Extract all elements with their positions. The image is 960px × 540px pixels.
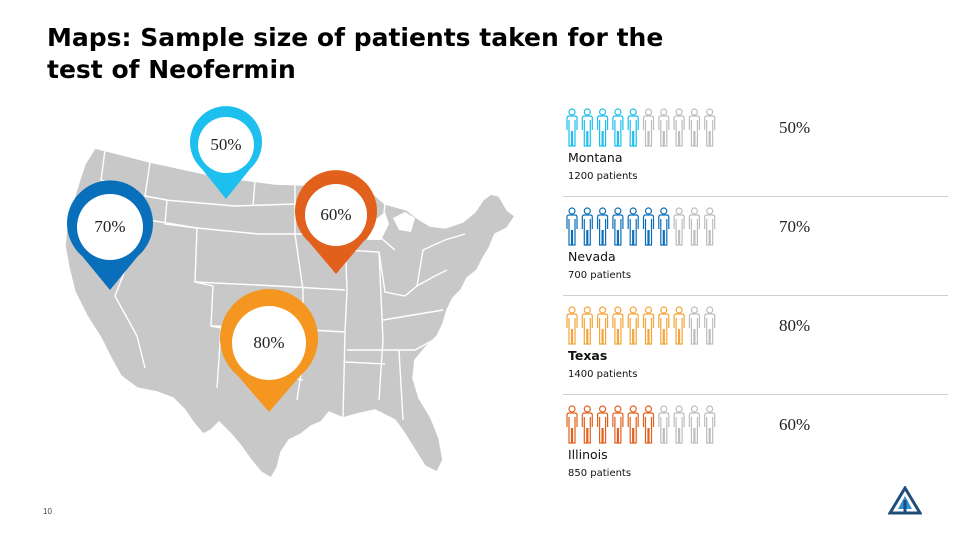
patient-count: 1200 patients — [568, 171, 638, 182]
people-pictogram — [566, 405, 716, 444]
person-icon — [673, 207, 685, 246]
person-icon — [612, 405, 624, 444]
person-icon — [704, 306, 716, 345]
map-pin-illinois[interactable]: 60% — [293, 170, 379, 276]
map-pin-icon — [220, 289, 318, 412]
person-icon — [704, 207, 716, 246]
person-icon — [566, 108, 578, 147]
person-icon — [658, 306, 670, 345]
person-icon — [627, 306, 639, 345]
map-pin-montana[interactable]: 50% — [188, 106, 264, 201]
person-icon — [566, 306, 578, 345]
stat-row-montana: Montana 1200 patients 50% — [563, 98, 948, 197]
person-icon — [581, 207, 593, 246]
map-pin-label: 80% — [253, 333, 285, 352]
person-icon — [688, 306, 701, 345]
person-icon — [642, 108, 655, 147]
person-icon — [704, 405, 716, 444]
lake-michigan — [367, 212, 389, 240]
person-icon — [627, 207, 639, 246]
percent-value: 80% — [779, 316, 811, 335]
map-pin-texas[interactable]: 80% — [218, 289, 320, 414]
page-number: 10 — [43, 507, 52, 516]
stat-row-illinois: Illinois 850 patients 60% — [563, 395, 948, 493]
person-icon — [581, 306, 593, 345]
person-icon — [566, 405, 578, 444]
patient-count: 850 patients — [568, 468, 632, 479]
person-icon — [597, 405, 609, 444]
state-name: Illinois — [568, 447, 608, 462]
person-icon — [612, 306, 624, 345]
person-icon — [673, 108, 685, 147]
person-icon — [658, 405, 670, 444]
stat-row-nevada: Nevada 700 patients 70% — [563, 197, 948, 296]
people-pictogram — [566, 108, 716, 147]
slide-title: Maps: Sample size of patients taken for … — [47, 23, 664, 84]
map-pin-label: 70% — [94, 217, 126, 236]
person-icon — [658, 207, 670, 246]
lake-huron — [393, 212, 415, 232]
person-icon — [627, 405, 639, 444]
person-icon — [597, 207, 609, 246]
person-icon — [581, 108, 593, 147]
state-name: Montana — [568, 150, 623, 165]
person-icon — [627, 108, 639, 147]
person-icon — [704, 108, 716, 147]
stats-list: Montana 1200 patients 50% Nevada 700 pat… — [563, 98, 948, 493]
person-icon — [673, 405, 685, 444]
people-pictogram — [566, 306, 716, 345]
person-icon — [597, 306, 609, 345]
person-icon — [688, 405, 701, 444]
person-icon — [642, 306, 655, 345]
person-icon — [658, 108, 670, 147]
percent-value: 50% — [779, 118, 811, 137]
map-pin-label: 60% — [320, 205, 352, 224]
state-name: Nevada — [568, 249, 616, 264]
map-pin-label: 50% — [210, 135, 242, 154]
person-icon — [642, 405, 655, 444]
stat-row-texas: Texas 1400 patients 80% — [563, 296, 948, 395]
state-name: Texas — [568, 348, 608, 363]
map-pin-icon — [67, 180, 153, 290]
patient-count: 1400 patients — [568, 369, 638, 380]
map-pin-icon — [295, 170, 377, 274]
patient-count: 700 patients — [568, 270, 632, 281]
person-icon — [612, 207, 624, 246]
map-pin-nevada[interactable]: 70% — [65, 180, 155, 292]
person-icon — [581, 405, 593, 444]
company-logo-icon — [888, 486, 922, 515]
percent-value: 70% — [779, 217, 811, 236]
person-icon — [612, 108, 624, 147]
person-icon — [673, 306, 685, 345]
person-icon — [566, 207, 578, 246]
percent-value: 60% — [779, 415, 811, 434]
person-icon — [642, 207, 655, 246]
person-icon — [688, 207, 701, 246]
person-icon — [597, 108, 609, 147]
people-pictogram — [566, 207, 716, 246]
person-icon — [688, 108, 701, 147]
map-pin-icon — [190, 106, 262, 199]
